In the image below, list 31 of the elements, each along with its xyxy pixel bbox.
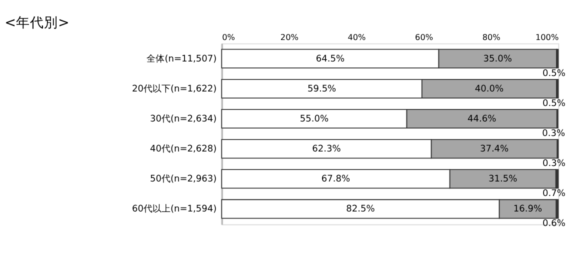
y-tick-label: 30代(n=2,634) [150,113,217,124]
data-label: 0.5% [542,98,566,109]
x-tick-label: 40% [348,32,366,42]
data-label: 31.5% [488,174,518,185]
data-label: 0.3% [542,159,566,170]
y-tick-label: 50代(n=2,963) [150,174,217,185]
x-tick-label: 20% [280,32,299,42]
y-tick-label: 40代(n=2,628) [150,144,217,155]
data-label: 37.4% [480,144,510,155]
data-label: 0.5% [542,68,566,79]
data-label: 16.9% [513,204,543,215]
x-tick-label: 100% [535,32,559,42]
x-tick-label: 60% [415,32,434,42]
data-label: 35.0% [483,54,512,64]
text: <年代別> [4,15,70,32]
x-tick-label: 0% [222,32,236,42]
y-tick-label: 全体(n=11,507) [146,53,217,64]
data-label: 67.8% [321,174,351,185]
data-label: 55.0% [300,114,329,124]
data-label: 62.3% [312,144,342,155]
data-label: 59.5% [307,84,337,94]
data-label: 44.6% [467,114,497,124]
y-tick-label: 60代以上(n=1,594) [132,204,217,215]
data-label: 0.6% [542,219,566,230]
x-tick-label: 80% [482,32,501,42]
data-label: 64.5% [316,54,345,64]
data-label: 82.5% [346,204,376,215]
data-label: 40.0% [474,84,504,94]
data-label: 0.3% [542,128,566,139]
y-tick-label: 20代以下(n=1,622) [132,83,217,94]
data-label: 0.7% [542,189,566,200]
